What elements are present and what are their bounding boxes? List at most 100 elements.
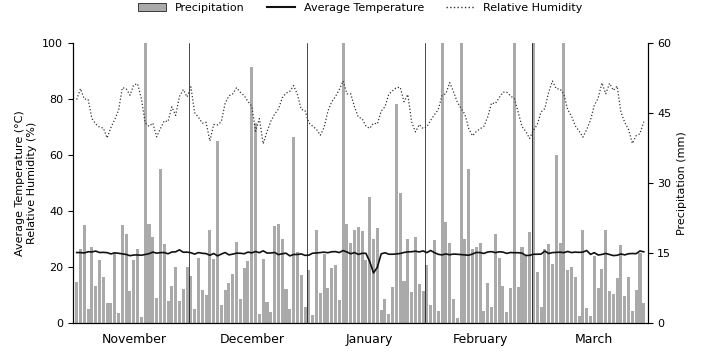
Bar	[98, 260, 101, 323]
Legend: Precipitation, Average Temperature, Relative Humidity: Precipitation, Average Temperature, Rela…	[134, 0, 587, 17]
Bar	[574, 277, 577, 323]
Bar	[227, 283, 230, 323]
Bar	[532, 0, 535, 323]
Bar	[429, 305, 432, 323]
Y-axis label: Average Temperature (°C)
Relative Humidity (%): Average Temperature (°C) Relative Humidi…	[15, 110, 37, 256]
Bar	[273, 226, 276, 323]
Bar	[482, 311, 486, 323]
Bar	[555, 155, 558, 323]
Bar	[159, 169, 162, 323]
Bar	[479, 243, 482, 323]
Bar	[475, 247, 478, 323]
Bar	[623, 296, 626, 323]
Bar	[334, 265, 337, 323]
Bar	[163, 244, 166, 323]
Bar	[102, 277, 105, 323]
Bar	[619, 245, 623, 323]
Bar	[239, 299, 242, 323]
Bar	[540, 307, 543, 323]
Bar	[330, 268, 333, 323]
Bar	[113, 253, 117, 323]
Bar	[345, 223, 348, 323]
Bar	[581, 230, 585, 323]
Bar	[144, 0, 147, 323]
Bar	[501, 286, 505, 323]
Bar	[117, 313, 120, 323]
Bar	[289, 309, 291, 323]
Bar	[421, 291, 425, 323]
Bar	[204, 295, 208, 323]
Bar	[190, 276, 192, 323]
Bar	[270, 312, 272, 323]
Bar	[627, 277, 630, 323]
Bar	[140, 317, 143, 323]
Bar	[570, 268, 573, 323]
Bar	[224, 290, 227, 323]
Bar	[121, 225, 124, 323]
Bar	[208, 230, 211, 323]
Bar	[559, 243, 562, 323]
Bar	[216, 141, 219, 323]
Bar	[517, 287, 519, 323]
Bar	[505, 312, 508, 323]
Bar	[494, 234, 497, 323]
Bar	[254, 123, 257, 323]
Bar	[75, 282, 78, 323]
Bar	[490, 307, 493, 323]
Bar	[616, 278, 618, 323]
Bar	[284, 289, 288, 323]
Bar	[452, 299, 455, 323]
Bar	[471, 249, 474, 323]
Bar	[201, 290, 204, 323]
Bar	[608, 291, 611, 323]
Bar	[91, 247, 93, 323]
Bar	[220, 305, 223, 323]
Bar	[441, 0, 444, 323]
Bar	[147, 223, 150, 323]
Bar	[185, 267, 189, 323]
Bar	[178, 301, 181, 323]
Bar	[338, 300, 341, 323]
Bar	[520, 247, 524, 323]
Bar	[456, 318, 459, 323]
Bar	[357, 227, 360, 323]
Bar	[418, 284, 420, 323]
Bar	[212, 259, 216, 323]
Bar	[296, 252, 299, 323]
Bar	[235, 242, 238, 323]
Bar	[83, 226, 86, 323]
Bar	[322, 254, 326, 323]
Bar	[292, 137, 295, 323]
Bar	[547, 244, 550, 323]
Bar	[585, 308, 588, 323]
Bar	[589, 316, 592, 323]
Bar	[543, 249, 546, 323]
Bar	[638, 253, 642, 323]
Bar	[136, 249, 139, 323]
Bar	[425, 265, 428, 323]
Bar	[250, 67, 253, 323]
Bar	[410, 292, 413, 323]
Bar	[326, 288, 329, 323]
Bar	[372, 239, 375, 323]
Bar	[635, 290, 637, 323]
Bar	[152, 237, 154, 323]
Bar	[171, 286, 173, 323]
Bar	[132, 260, 135, 323]
Bar	[612, 294, 615, 323]
Bar	[182, 289, 185, 323]
Bar	[303, 306, 307, 323]
Bar	[402, 280, 406, 323]
Bar	[243, 268, 246, 323]
Bar	[197, 258, 200, 323]
Bar	[444, 222, 447, 323]
Bar	[566, 270, 569, 323]
Bar	[592, 256, 596, 323]
Bar	[509, 288, 512, 323]
Bar	[369, 197, 371, 323]
Bar	[528, 232, 531, 323]
Bar	[562, 34, 565, 323]
Bar	[231, 274, 234, 323]
Bar	[277, 224, 280, 323]
Bar	[578, 316, 581, 323]
